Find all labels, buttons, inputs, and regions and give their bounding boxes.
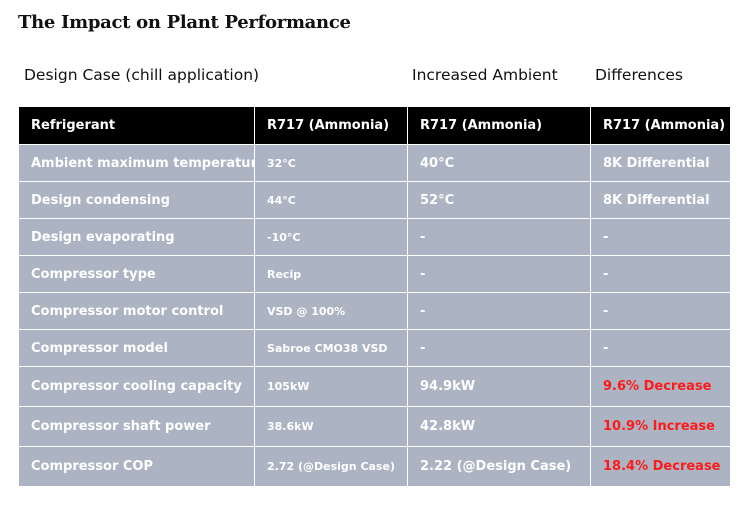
row-label: Compressor COP: [18, 446, 255, 487]
performance-table: Refrigerant R717 (Ammonia) R717 (Ammonia…: [18, 106, 731, 487]
design-case-value: 2.72 (@Design Case): [254, 446, 408, 487]
design-case-heading: Design Case (chill application): [24, 66, 260, 84]
design-case-value: VSD @ 100%: [254, 292, 408, 330]
column-header-ambient: R717 (Ammonia): [407, 106, 591, 145]
row-label: Design condensing: [18, 181, 255, 219]
table-row: Compressor model Sabroe CMO38 VSD - -: [18, 329, 731, 367]
table-row: Design condensing 44°C 52°C 8K Differential: [18, 181, 731, 219]
difference-value: -: [590, 329, 731, 367]
row-label: Compressor model: [18, 329, 255, 367]
page-title: The Impact on Plant Performance: [18, 12, 351, 33]
header-row: Refrigerant R717 (Ammonia) R717 (Ammonia…: [18, 106, 731, 145]
difference-value: -: [590, 292, 731, 330]
difference-value: -: [590, 218, 731, 256]
increased-ambient-value: 40°C: [407, 144, 591, 182]
row-label: Compressor shaft power: [18, 406, 255, 447]
difference-value: 8K Differential: [590, 144, 731, 182]
table-row: Compressor shaft power 38.6kW 42.8kW 10.9% …: [18, 406, 731, 447]
row-label: Compressor type: [18, 255, 255, 293]
increased-ambient-value: 94.9kW: [407, 366, 591, 407]
increased-ambient-value: -: [407, 255, 591, 293]
increased-ambient-value: 2.22 (@Design Case): [407, 446, 591, 487]
column-header-difference: R717 (Ammonia): [590, 106, 731, 145]
increased-ambient-value: 42.8kW: [407, 406, 591, 447]
design-case-value: 105kW: [254, 366, 408, 407]
increased-ambient-value: -: [407, 329, 591, 367]
design-case-value: -10°C: [254, 218, 408, 256]
design-case-value: 44°C: [254, 181, 408, 219]
increased-ambient-heading: Increased Ambient: [412, 66, 558, 84]
table-header: Refrigerant R717 (Ammonia) R717 (Ammonia…: [18, 106, 731, 145]
differences-heading: Differences: [595, 66, 683, 84]
difference-value: -: [590, 255, 731, 293]
design-case-value: Recip: [254, 255, 408, 293]
design-case-value: 38.6kW: [254, 406, 408, 447]
table-row: Compressor type Recip - -: [18, 255, 731, 293]
table-row: Compressor motor control VSD @ 100% - -: [18, 292, 731, 330]
row-label: Compressor motor control: [18, 292, 255, 330]
column-header-design: R717 (Ammonia): [254, 106, 408, 145]
row-label: Compressor cooling capacity: [18, 366, 255, 407]
increased-ambient-value: 52°C: [407, 181, 591, 219]
difference-value: 8K Differential: [590, 181, 731, 219]
difference-value: 10.9% Increase: [590, 406, 731, 447]
row-label: Ambient maximum temperature: [18, 144, 255, 182]
row-label: Design evaporating: [18, 218, 255, 256]
table-row: Compressor cooling capacity 105kW 94.9kW 9.…: [18, 366, 731, 407]
difference-value: 9.6% Decrease: [590, 366, 731, 407]
table-body: Ambient maximum temperature 32°C 40°C 8K Di…: [18, 144, 731, 487]
increased-ambient-value: -: [407, 292, 591, 330]
table-row: Compressor COP 2.72 (@Design Case) 2.22 (@…: [18, 446, 731, 487]
design-case-value: Sabroe CMO38 VSD: [254, 329, 408, 367]
increased-ambient-value: -: [407, 218, 591, 256]
table-row: Ambient maximum temperature 32°C 40°C 8K Di…: [18, 144, 731, 182]
difference-value: 18.4% Decrease: [590, 446, 731, 487]
column-header-refrigerant: Refrigerant: [18, 106, 255, 145]
design-case-value: 32°C: [254, 144, 408, 182]
table-row: Design evaporating -10°C - -: [18, 218, 731, 256]
